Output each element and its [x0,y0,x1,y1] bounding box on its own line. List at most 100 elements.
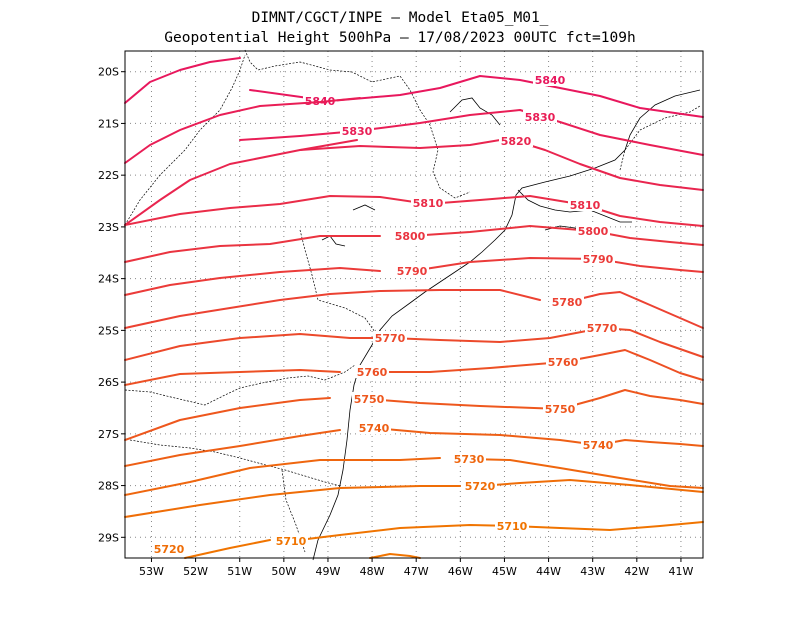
contour-label-background [452,452,486,465]
contour-line-5780 [124,289,541,329]
contour-label-5720: 5720 [154,543,185,556]
contour-label-5750: 5750 [354,393,385,406]
contour-label-background [585,321,619,334]
gridlines [125,51,703,558]
contour-line-5730 [468,458,704,489]
contour-label-background [411,196,445,209]
contour-label-background [523,110,557,123]
contour-label-background [303,94,337,107]
contour-label-5820: 5820 [501,135,532,148]
contour-line-5740 [373,427,704,447]
contour-label-5790: 5790 [583,253,614,266]
x-tick-label: 50W [271,565,296,578]
x-tick-label: 43W [580,565,605,578]
y-tick-label: 29S [98,531,119,544]
y-tick-label: 20S [98,66,119,79]
x-tick-label: 45W [492,565,517,578]
y-tick-label: 27S [98,428,119,441]
x-tick-label: 53W [139,565,164,578]
contour-label-background [546,355,580,368]
contour-line-5840 [124,57,241,104]
contour-label-background [274,534,308,547]
contour-line-5750 [368,389,704,410]
contour-line-5810 [124,195,429,226]
contour-line-5730 [124,457,441,496]
x-tick-label: 44W [536,565,561,578]
contour-line-5800 [124,235,381,263]
contour-label-background [495,519,529,532]
contour-line-5840 [249,75,704,118]
longitude-ticks: 53W 52W 51W 50W 49W 48W 47W 46W 45W 44W 43W 42W 41W [139,558,693,578]
title-line-2: Geopotential Height 500hPa – 17/08/2023 … [164,30,635,46]
contour-label-background [576,224,610,237]
contour-label-5770: 5770 [375,332,406,345]
contour-label-5720: 5720 [465,480,496,493]
x-tick-label: 52W [183,565,208,578]
contour-label-5710: 5710 [497,520,528,533]
plot-frame [124,50,704,559]
contour-label-5780: 5780 [552,296,583,309]
contour-label-5800: 5800 [578,225,609,238]
contour-label-background [499,134,533,147]
contour-line-5790 [411,257,704,273]
contour-label-5810: 5810 [413,197,444,210]
contour-line-5820 [124,139,358,226]
contour-label-5760: 5760 [548,356,579,369]
contour-line-5790 [124,267,381,296]
x-tick-label: 46W [448,565,473,578]
contour-label-background [152,542,186,555]
x-tick-label: 42W [624,565,649,578]
contour-label-background [463,479,497,492]
contour-label-5760: 5760 [357,366,388,379]
contour-label-background [395,264,429,277]
contour-line-5830 [239,109,704,156]
contour-line-5760 [124,369,341,386]
contour-line-5830 [124,97,361,164]
contour-line-5780 [566,291,704,329]
x-tick-label: 41W [669,565,694,578]
contour-label-5710: 5710 [276,535,307,548]
contour-label-5740: 5740 [359,422,390,435]
contour-label-background [543,402,577,415]
y-tick-label: 26S [98,376,119,389]
contour-label-5740: 5740 [583,439,614,452]
contour-label-background [581,438,615,451]
contour-line-5770 [124,333,379,361]
contour-line-5800 [409,225,704,246]
x-tick-label: 47W [404,565,429,578]
contour-line-5710 [184,539,271,559]
x-tick-label: 49W [316,565,341,578]
contour-label-5790: 5790 [397,265,428,278]
y-tick-label: 25S [98,324,119,337]
y-tick-label: 23S [98,221,119,234]
contour-label-5810: 5810 [570,199,601,212]
x-tick-label: 48W [360,565,385,578]
contour-label-5830: 5830 [525,111,556,124]
y-tick-label: 28S [98,480,119,493]
latitude-ticks: 20S 21S 22S 23S 24S 25S 26S 27S 28S 29S [98,66,125,544]
contour-label-5730: 5730 [454,453,485,466]
coastline [312,89,701,561]
x-tick-label: 51W [227,565,252,578]
contour-label-5770: 5770 [587,322,618,335]
contour-line-5760 [371,349,704,381]
contour-line-5720 [479,479,704,493]
contour-line-5770 [389,327,704,358]
contour-label-background [352,392,386,405]
contour-label-background [568,198,602,211]
y-tick-label: 24S [98,273,119,286]
contour-label-background [357,421,391,434]
contour-label-background [355,365,389,378]
contour-label-background [393,229,427,242]
contour-line-5720 [124,485,461,518]
contour-label-background [533,73,567,86]
contour-label-background [550,295,584,308]
y-tick-label: 22S [98,169,119,182]
contour-label-background [581,252,615,265]
contour-label-background [373,331,407,344]
contour-label-5840: 5840 [535,74,566,87]
contour-label-background [340,124,374,137]
contour-label-5830: 5830 [342,125,373,138]
title-line-1: DIMNT/CGCT/INPE – Model Eta05_M01_ [252,10,549,26]
